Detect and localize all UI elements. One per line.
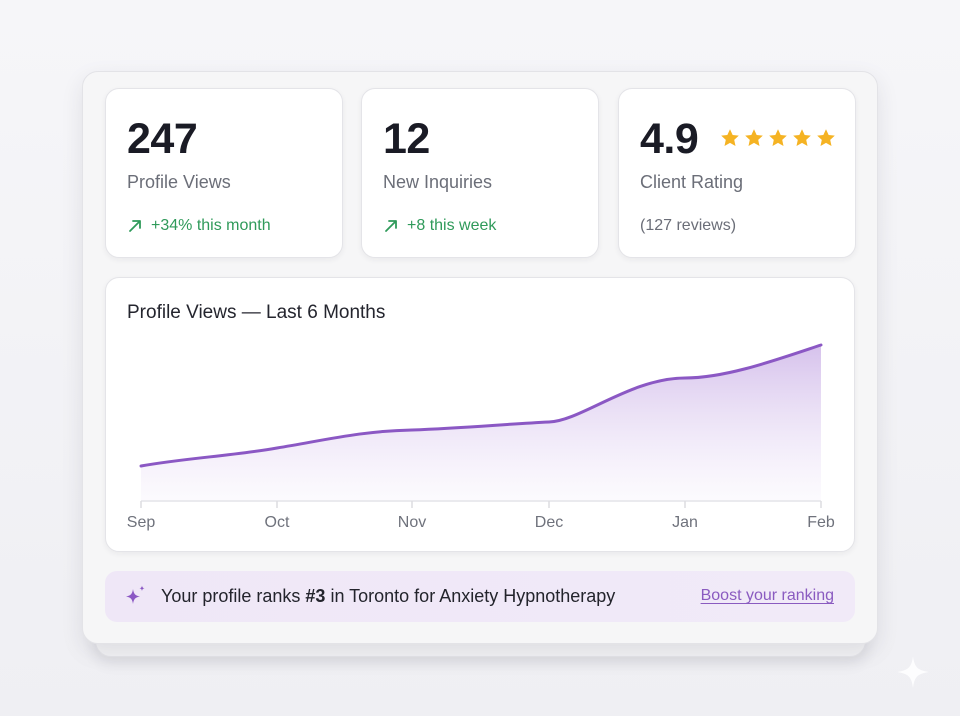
ranking-text: Your profile ranks #3 in Toronto for Anx… — [161, 586, 615, 607]
sparkle-icon — [126, 585, 145, 604]
x-tick-label: Jan — [672, 514, 698, 531]
area-chart — [139, 343, 823, 508]
ranking-text-suffix: in Toronto for Anxiety Hypnotherapy — [325, 586, 616, 606]
stat-card-new-inquiries: 12 New Inquiries +8 this week — [361, 88, 599, 258]
stat-value: 12 — [383, 115, 430, 163]
stat-label: Client Rating — [640, 172, 744, 192]
star-icon — [745, 129, 763, 146]
arrow-up-right-icon — [129, 220, 141, 232]
x-tick-label: Feb — [807, 514, 835, 531]
star-rating — [719, 127, 837, 149]
arrow-up-right-icon — [385, 220, 397, 232]
stat-value: 4.9 — [640, 115, 699, 163]
stat-card-profile-views: 247 Profile Views +34% this month — [105, 88, 343, 258]
line-series — [139, 343, 823, 468]
boost-ranking-link[interactable]: Boost your ranking — [700, 587, 834, 604]
stat-trend: +8 this week — [383, 217, 496, 235]
ranking-banner: Your profile ranks #3 in Toronto for Anx… — [105, 571, 855, 622]
star-icon — [793, 129, 811, 146]
x-tick-label: Dec — [534, 514, 564, 531]
star-icon — [769, 129, 787, 146]
stat-value: 247 — [127, 115, 198, 163]
x-tick-label: Nov — [397, 514, 427, 531]
stat-card-client-rating: 4.9 Client Rating (127 reviews) — [618, 88, 856, 258]
stat-trend-text: +34% this month — [151, 217, 271, 234]
decorative-sparkle-icon — [897, 656, 929, 688]
stat-trend: +34% this month — [127, 217, 271, 235]
x-tick-label: Sep — [126, 514, 156, 531]
star-icon — [817, 129, 835, 146]
x-tick-label: Oct — [264, 514, 290, 531]
stat-label: New Inquiries — [383, 172, 493, 192]
profile-views-chart-card: Profile Views — Last 6 Months Sep Oct No… — [105, 277, 855, 552]
stat-label: Profile Views — [127, 172, 231, 192]
rank-value: #3 — [305, 586, 326, 606]
chart-title: Profile Views — Last 6 Months — [127, 302, 386, 323]
review-count: (127 reviews) — [640, 217, 737, 234]
star-icon — [721, 129, 739, 146]
area-fill — [141, 345, 821, 500]
ranking-text-prefix: Your profile ranks — [161, 586, 306, 606]
stat-trend-text: +8 this week — [407, 217, 497, 234]
